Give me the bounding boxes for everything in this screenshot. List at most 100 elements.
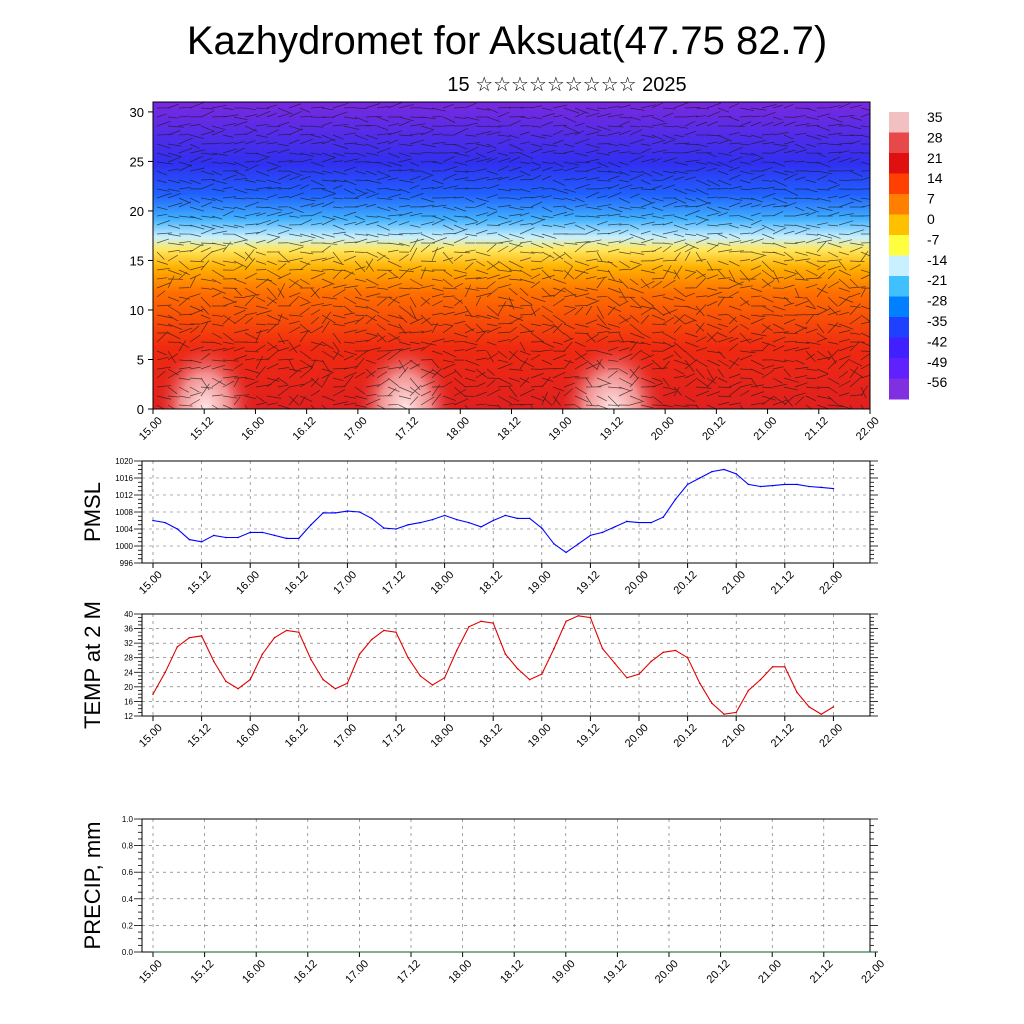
- wind-barb: [552, 323, 565, 335]
- data-point: [698, 682, 701, 685]
- wind-barb: [222, 314, 236, 324]
- wind-barb: [596, 350, 613, 356]
- wind-barb: [805, 296, 816, 308]
- wind-barb: [233, 278, 247, 285]
- wind-barb: [695, 304, 707, 316]
- y-tick-label: 25: [130, 154, 144, 169]
- wind-barb: [684, 251, 691, 262]
- wind-barb: [189, 123, 201, 127]
- wind-barb: [838, 251, 850, 256]
- wind-barb: [442, 251, 454, 264]
- wind-barb: [805, 188, 818, 193]
- wind-barb: [266, 341, 280, 352]
- wind-barb: [541, 242, 554, 249]
- data-point: [273, 636, 276, 639]
- wind-barb: [849, 260, 865, 262]
- wind-barb: [310, 187, 326, 190]
- wind-barb: [475, 391, 488, 397]
- wind-barb: [321, 320, 330, 334]
- x-tick-label: 15.00: [137, 569, 165, 597]
- wind-barb: [376, 197, 393, 200]
- wind-barb: [574, 215, 586, 217]
- wind-barb: [277, 347, 289, 352]
- wind-barb: [706, 359, 720, 367]
- wind-barb: [629, 341, 645, 345]
- wind-barb: [354, 404, 367, 408]
- data-point: [832, 487, 835, 490]
- wind-barb: [497, 138, 512, 145]
- wind-barb: [805, 211, 816, 217]
- wind-barb: [827, 404, 844, 408]
- wind-barb: [156, 113, 167, 118]
- colorbar-swatch: [889, 173, 909, 195]
- wind-barb: [167, 130, 181, 136]
- wind-barb: [816, 125, 831, 132]
- wind-barb: [475, 292, 492, 298]
- wind-barb: [288, 175, 300, 181]
- wind-barb: [288, 295, 300, 307]
- wind-barb: [640, 269, 656, 274]
- wind-barb: [475, 403, 487, 406]
- data-point: [638, 521, 640, 524]
- wind-barb: [827, 341, 839, 345]
- wind-barb: [849, 140, 861, 145]
- wind-barb: [530, 395, 545, 402]
- wind-barb: [343, 312, 355, 316]
- wind-barb: [354, 220, 366, 226]
- data-point: [735, 711, 737, 714]
- wind-barb: [332, 231, 347, 235]
- data-point: [176, 645, 179, 648]
- wind-barb: [211, 206, 224, 211]
- x-tick-label: 22.00: [817, 722, 845, 750]
- wind-barb: [189, 265, 204, 271]
- wind-barb: [343, 269, 355, 275]
- colorbar-label: -7: [927, 231, 940, 247]
- wind-barb: [761, 396, 774, 406]
- wind-barb: [233, 121, 248, 127]
- wind-barb: [178, 197, 191, 204]
- wind-barb: [299, 219, 312, 226]
- wind-barb: [475, 382, 486, 388]
- wind-barb: [651, 206, 664, 212]
- wind-barb: [651, 331, 664, 334]
- wind-barb: [739, 323, 750, 330]
- wind-barb: [343, 255, 357, 262]
- wind-barb: [662, 269, 677, 275]
- wind-barb: [233, 206, 246, 211]
- wind-barb: [772, 399, 788, 406]
- wind-barb: [475, 107, 490, 111]
- wind-barb: [398, 269, 415, 273]
- wind-barb: [596, 242, 609, 246]
- wind-barb: [431, 368, 442, 379]
- wind-barb: [596, 314, 607, 326]
- wind-barb: [772, 276, 784, 280]
- wind-barb: [189, 399, 201, 406]
- wind-barb: [695, 202, 711, 208]
- wind-barb: [486, 157, 498, 163]
- wind-barb: [596, 276, 608, 280]
- wind-barb: [398, 116, 415, 122]
- wind-barb: [189, 392, 202, 397]
- wind-barb: [695, 259, 706, 262]
- wind-barb: [684, 130, 697, 136]
- wind-barb: [728, 373, 741, 379]
- wind-barb: [750, 238, 764, 244]
- wind-barb: [629, 305, 642, 309]
- wind-barb: [244, 341, 259, 343]
- wind-barb: [310, 106, 325, 109]
- wind-barb: [387, 260, 402, 268]
- wind-barb: [343, 350, 358, 356]
- wind-barb: [772, 104, 783, 109]
- wind-barb: [541, 206, 553, 213]
- wind-barb: [772, 242, 787, 249]
- wind-barb: [233, 315, 247, 325]
- wind-barb: [508, 166, 522, 172]
- wind-barb: [178, 164, 192, 172]
- wind-barb: [530, 273, 541, 280]
- wind-barb: [343, 355, 354, 361]
- wind-barb: [167, 125, 184, 128]
- wind-barb: [827, 386, 838, 394]
- wind-barb: [211, 197, 224, 203]
- wind-barb: [244, 152, 258, 155]
- wind-barb: [706, 368, 714, 380]
